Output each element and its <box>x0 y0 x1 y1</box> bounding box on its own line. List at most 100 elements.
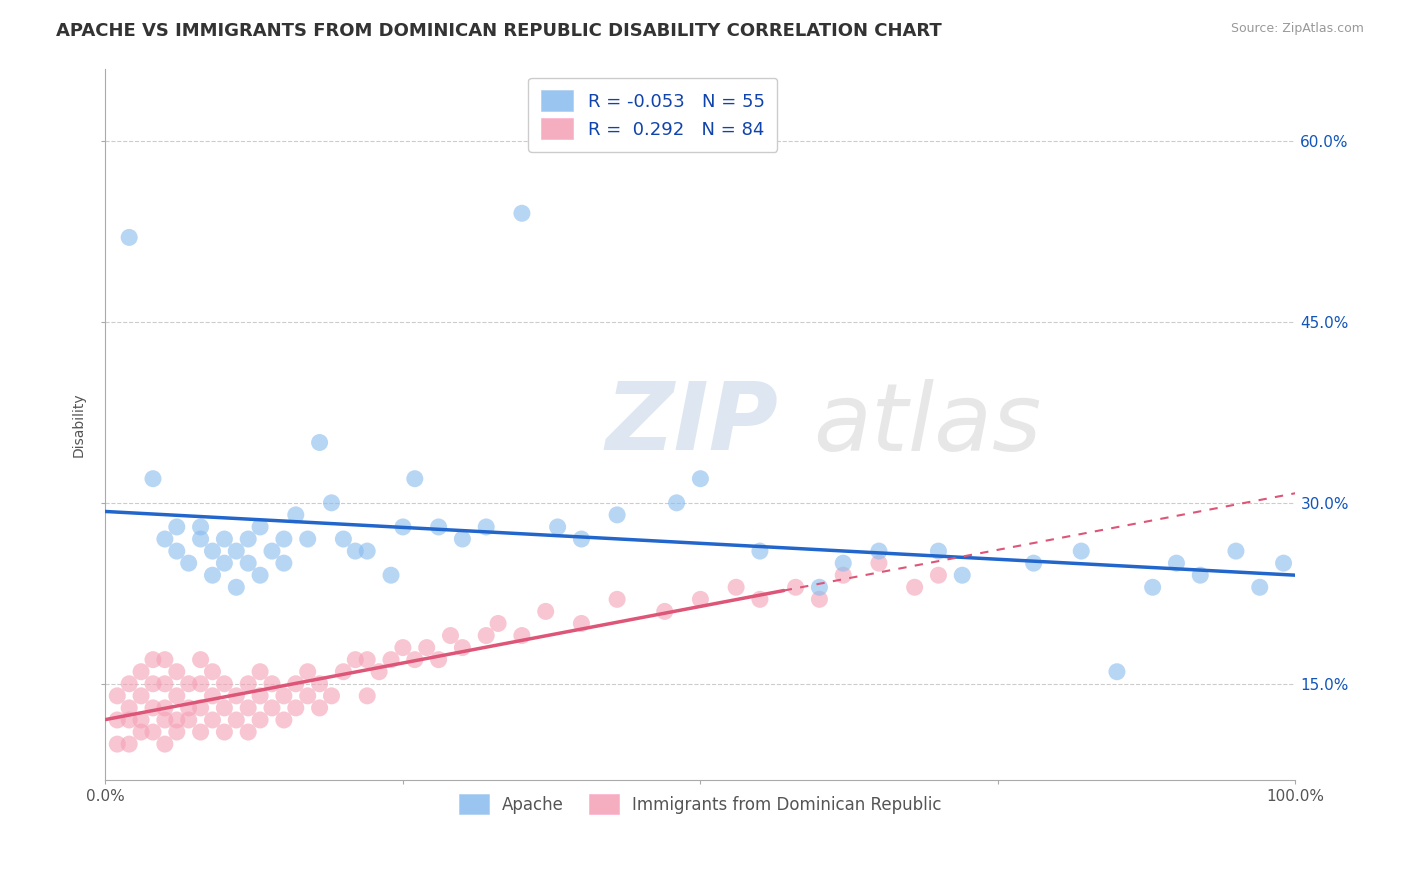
Text: Source: ZipAtlas.com: Source: ZipAtlas.com <box>1230 22 1364 36</box>
Point <box>832 556 855 570</box>
Point <box>1105 665 1128 679</box>
Text: APACHE VS IMMIGRANTS FROM DOMINICAN REPUBLIC DISABILITY CORRELATION CHART: APACHE VS IMMIGRANTS FROM DOMINICAN REPU… <box>56 22 942 40</box>
Point <box>225 689 247 703</box>
Point <box>356 544 378 558</box>
Point <box>166 713 188 727</box>
Point <box>129 725 152 739</box>
Point <box>153 701 176 715</box>
Point <box>344 653 367 667</box>
Point <box>927 544 949 558</box>
Point <box>118 230 141 244</box>
Point <box>166 544 188 558</box>
Point <box>238 725 260 739</box>
Point <box>166 520 188 534</box>
Point <box>606 508 628 522</box>
Point <box>308 435 330 450</box>
Point <box>808 580 831 594</box>
Point <box>249 568 271 582</box>
Point <box>118 713 141 727</box>
Point <box>273 713 295 727</box>
Point <box>571 616 593 631</box>
Point <box>153 653 176 667</box>
Point <box>273 556 295 570</box>
Point <box>225 580 247 594</box>
Point <box>201 713 224 727</box>
Point <box>427 520 450 534</box>
Point <box>1070 544 1092 558</box>
Point <box>392 640 415 655</box>
Point <box>214 532 236 546</box>
Point <box>190 701 212 715</box>
Point <box>308 701 330 715</box>
Point <box>748 544 770 558</box>
Point <box>153 713 176 727</box>
Point <box>356 653 378 667</box>
Point <box>142 725 165 739</box>
Point <box>249 713 271 727</box>
Point <box>260 544 283 558</box>
Point <box>380 568 402 582</box>
Point <box>129 713 152 727</box>
Point <box>606 592 628 607</box>
Point <box>308 677 330 691</box>
Point <box>225 544 247 558</box>
Point <box>284 508 307 522</box>
Point <box>297 532 319 546</box>
Point <box>510 206 533 220</box>
Point <box>451 532 474 546</box>
Point <box>105 713 128 727</box>
Point <box>689 592 711 607</box>
Point <box>118 701 141 715</box>
Point <box>238 677 260 691</box>
Point <box>105 737 128 751</box>
Point <box>439 628 461 642</box>
Point <box>190 725 212 739</box>
Point <box>486 616 509 631</box>
Point <box>214 677 236 691</box>
Point <box>904 580 927 594</box>
Point <box>404 472 426 486</box>
Point <box>547 520 569 534</box>
Point <box>1142 580 1164 594</box>
Point <box>725 580 748 594</box>
Point <box>190 653 212 667</box>
Point <box>868 544 890 558</box>
Point <box>190 532 212 546</box>
Point <box>1166 556 1188 570</box>
Point <box>332 532 354 546</box>
Point <box>238 532 260 546</box>
Point <box>510 628 533 642</box>
Point <box>201 689 224 703</box>
Point <box>177 713 200 727</box>
Point <box>785 580 807 594</box>
Point <box>475 520 498 534</box>
Point <box>177 556 200 570</box>
Point <box>927 568 949 582</box>
Point <box>284 701 307 715</box>
Point <box>297 665 319 679</box>
Point <box>832 568 855 582</box>
Point <box>249 689 271 703</box>
Point <box>415 640 437 655</box>
Point <box>166 689 188 703</box>
Point <box>1225 544 1247 558</box>
Point <box>297 689 319 703</box>
Point <box>284 677 307 691</box>
Point <box>1249 580 1271 594</box>
Point <box>190 677 212 691</box>
Point <box>238 556 260 570</box>
Point <box>808 592 831 607</box>
Point <box>153 532 176 546</box>
Point <box>868 556 890 570</box>
Point <box>249 520 271 534</box>
Point <box>665 496 688 510</box>
Text: ZIP: ZIP <box>605 378 778 470</box>
Point <box>201 568 224 582</box>
Point <box>654 604 676 618</box>
Text: atlas: atlas <box>814 379 1042 470</box>
Point <box>260 677 283 691</box>
Point <box>1272 556 1295 570</box>
Point <box>1022 556 1045 570</box>
Point <box>142 701 165 715</box>
Point <box>571 532 593 546</box>
